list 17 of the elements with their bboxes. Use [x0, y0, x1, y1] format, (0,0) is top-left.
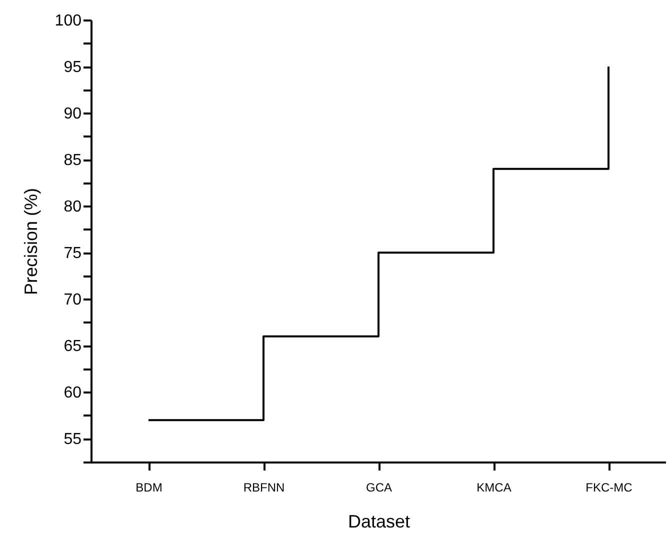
y-tick-label: 80: [64, 198, 82, 216]
y-tick-label: 75: [64, 245, 82, 262]
y-tick-label: 60: [64, 384, 82, 402]
y-tick-label: 55: [64, 431, 82, 448]
x-tick-label: RBFNN: [243, 480, 285, 494]
y-axis-title: Precision (%): [20, 188, 41, 296]
y-tick-label: 100: [54, 12, 82, 30]
x-tick-label: FKC-MC: [586, 480, 633, 494]
y-tick-label: 65: [64, 338, 82, 356]
y-tick-label: 85: [64, 152, 82, 170]
x-tick-label: GCA: [366, 480, 392, 494]
y-tick-label: 95: [64, 59, 82, 76]
x-axis-title: Dataset: [348, 512, 410, 532]
y-tick-label: 70: [64, 292, 82, 309]
y-tick-label: 90: [64, 106, 82, 123]
x-tick-label: BDM: [136, 480, 162, 494]
x-tick-label: KMCA: [476, 480, 512, 494]
